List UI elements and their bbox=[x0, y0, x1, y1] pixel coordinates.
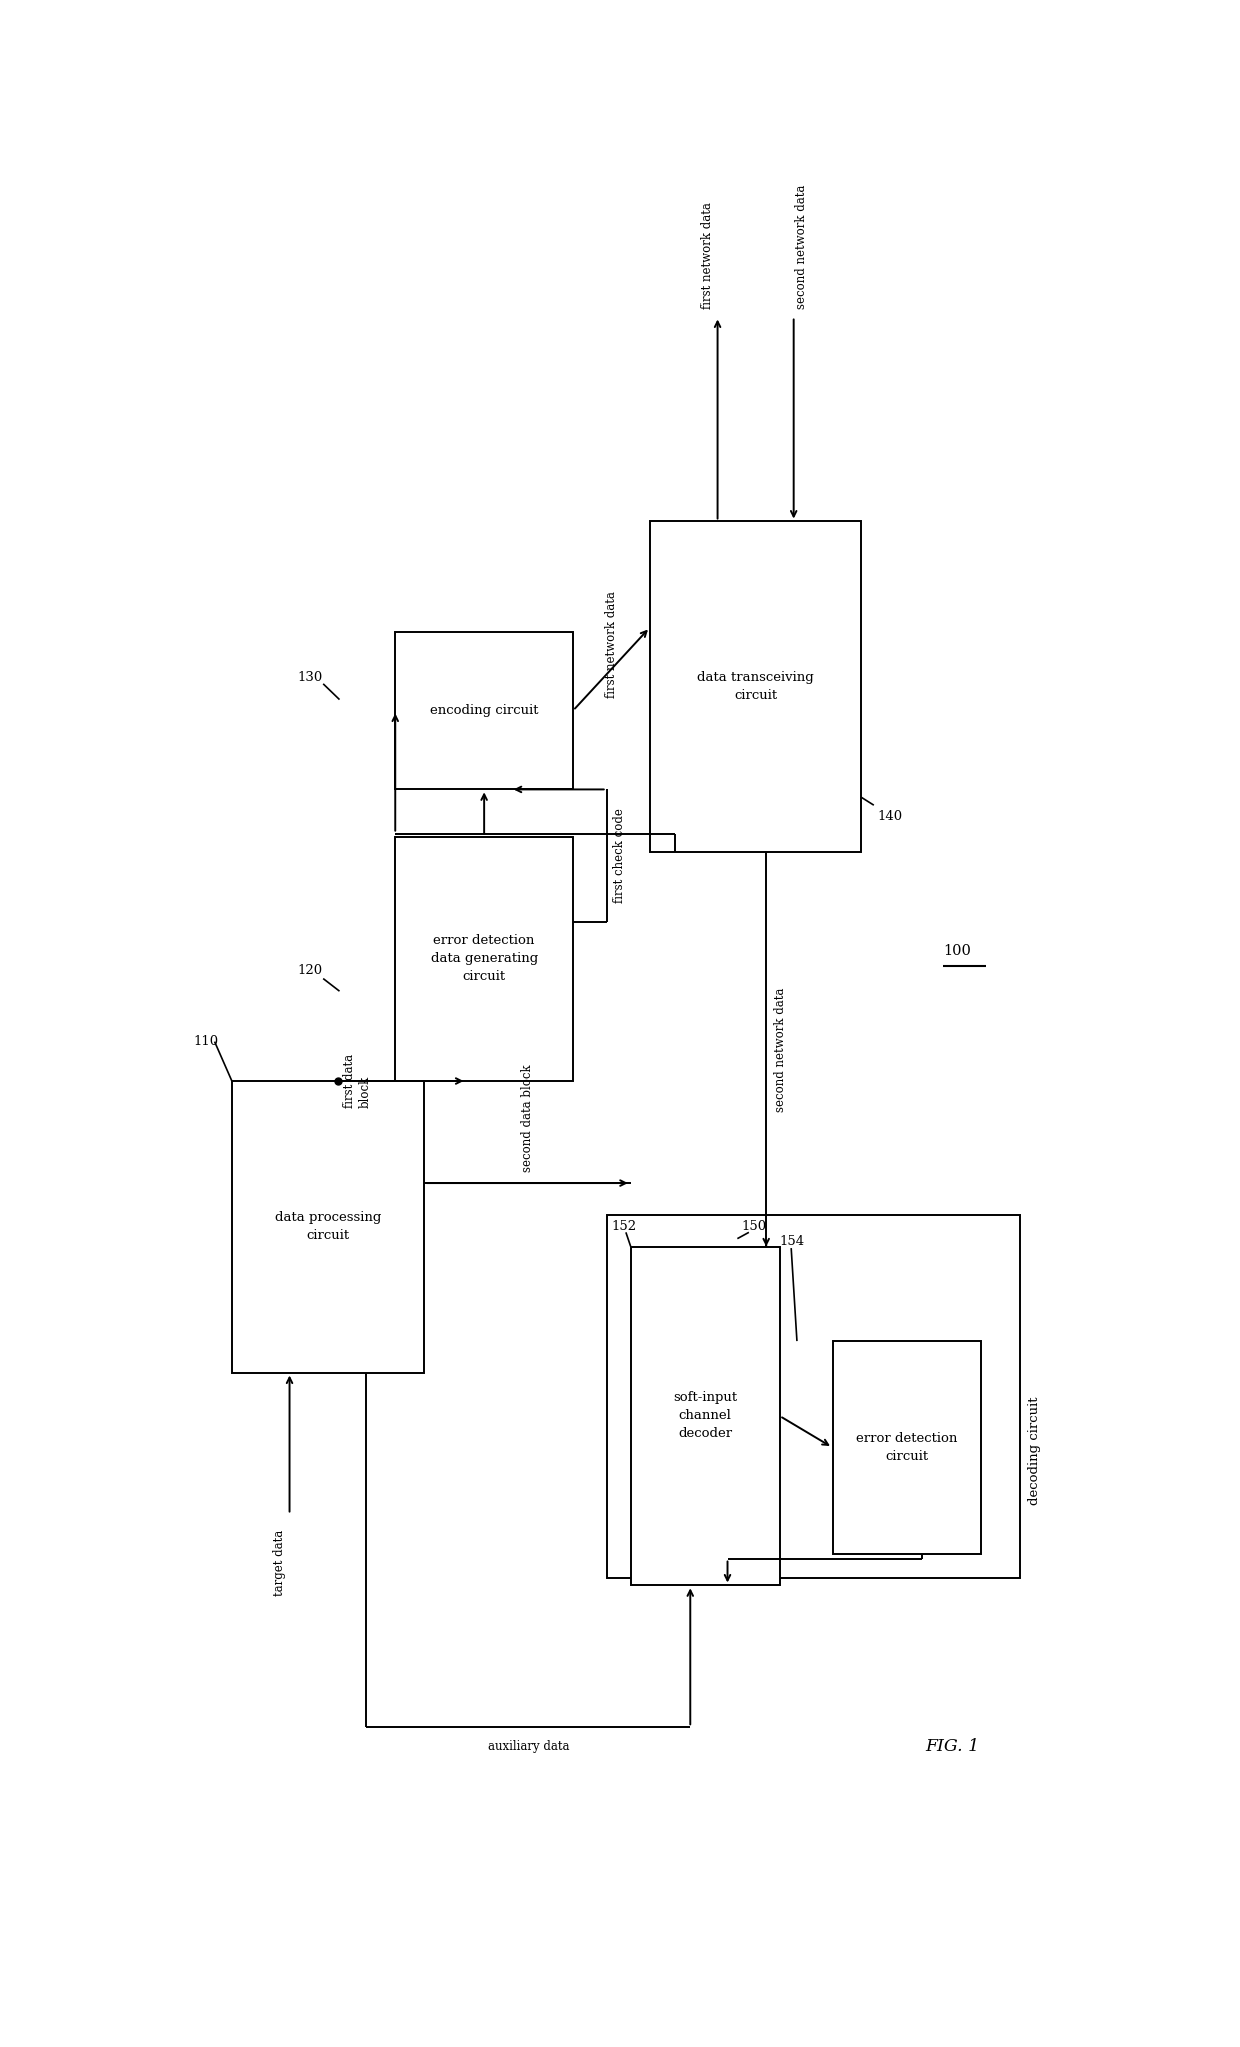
Text: encoding circuit: encoding circuit bbox=[430, 704, 538, 716]
Text: second network data: second network data bbox=[774, 987, 787, 1112]
Text: error detection
data generating
circuit: error detection data generating circuit bbox=[430, 933, 538, 983]
Bar bbox=[606, 1216, 1019, 1578]
Bar bbox=[232, 1081, 424, 1374]
Text: error detection
circuit: error detection circuit bbox=[857, 1433, 957, 1464]
Text: soft-input
channel
decoder: soft-input channel decoder bbox=[673, 1392, 738, 1441]
Text: 150: 150 bbox=[742, 1220, 766, 1232]
Text: 120: 120 bbox=[298, 964, 322, 976]
Text: 100: 100 bbox=[942, 944, 971, 958]
Text: auxiliary data: auxiliary data bbox=[487, 1740, 569, 1752]
Text: 152: 152 bbox=[611, 1220, 636, 1232]
Bar bbox=[396, 837, 573, 1081]
Text: data processing
circuit: data processing circuit bbox=[275, 1212, 381, 1243]
Bar bbox=[631, 1247, 780, 1584]
Bar bbox=[832, 1341, 982, 1554]
Text: 154: 154 bbox=[780, 1234, 805, 1249]
Text: FIG. 1: FIG. 1 bbox=[925, 1738, 980, 1754]
Text: 110: 110 bbox=[193, 1036, 218, 1048]
Text: decoding circuit: decoding circuit bbox=[1028, 1396, 1040, 1505]
Text: target data: target data bbox=[274, 1531, 286, 1597]
Text: first network data: first network data bbox=[702, 203, 714, 309]
Bar bbox=[650, 522, 862, 852]
Text: second network data: second network data bbox=[795, 184, 808, 309]
Text: first data
block: first data block bbox=[343, 1054, 371, 1107]
Text: first network data: first network data bbox=[605, 592, 618, 698]
Text: 130: 130 bbox=[298, 671, 322, 684]
Bar bbox=[396, 633, 573, 790]
Text: data transceiving
circuit: data transceiving circuit bbox=[697, 671, 813, 702]
Text: first check code: first check code bbox=[614, 809, 626, 903]
Text: second data block: second data block bbox=[521, 1064, 534, 1173]
Text: 140: 140 bbox=[878, 811, 903, 823]
